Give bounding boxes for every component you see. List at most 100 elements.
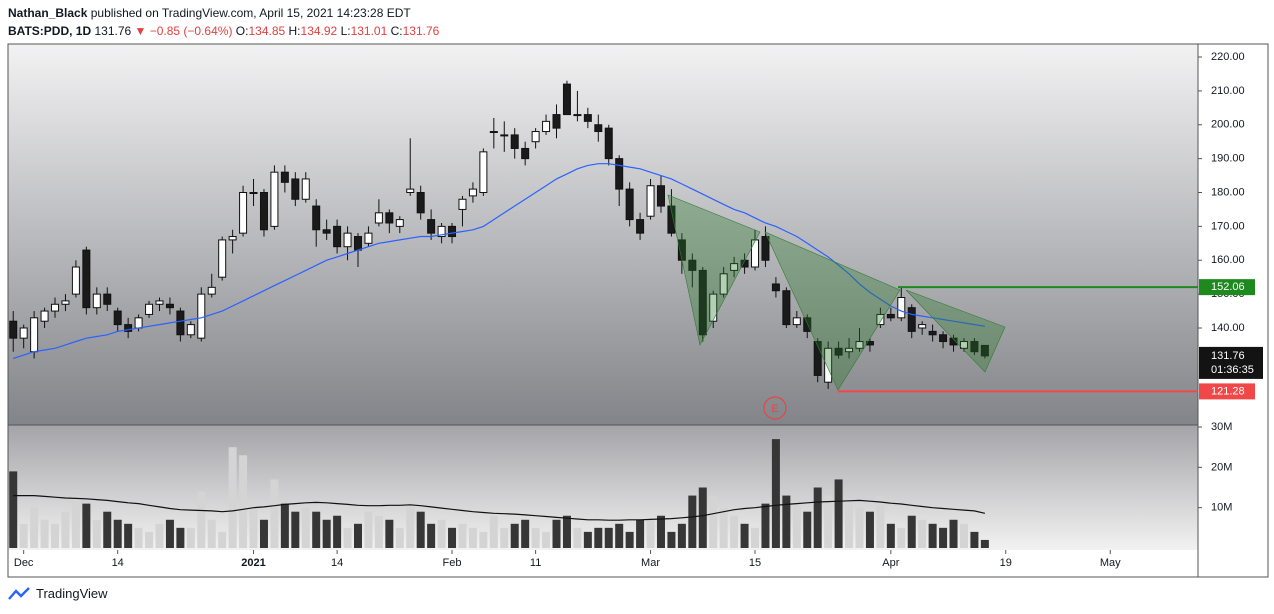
candle-body: [751, 239, 760, 268]
volume-bar: [552, 519, 561, 548]
volume-bar: [792, 503, 801, 548]
brand: TradingView: [36, 586, 108, 601]
candle-body: [886, 313, 895, 319]
pattern-fill: [667, 194, 761, 346]
candle-body: [416, 191, 425, 214]
volume-bar: [615, 523, 624, 548]
volume-bar: [40, 519, 49, 548]
volume-bar: [333, 515, 342, 548]
x-tick-label: 11: [530, 557, 541, 569]
volume-bar: [155, 523, 164, 548]
volume-bar: [918, 519, 927, 548]
pattern-drawing: [667, 194, 1006, 391]
volume-bar: [562, 515, 571, 548]
candle-body: [165, 303, 174, 309]
candle-body: [239, 191, 248, 234]
candle-body: [500, 134, 509, 137]
candle-body: [583, 114, 592, 122]
volume-bar: [51, 523, 60, 548]
volume-bar: [594, 527, 603, 548]
volume-bar: [301, 507, 310, 548]
volume-bar: [468, 527, 477, 548]
event-label: E: [771, 403, 778, 415]
candle-body: [468, 188, 477, 197]
last-price-badge: [1199, 346, 1263, 379]
volume-bar: [604, 527, 613, 548]
candle-body: [113, 310, 122, 326]
candle-body: [218, 239, 227, 278]
ma-line: [13, 163, 985, 360]
ohlc: 131.01: [350, 24, 388, 38]
candle-body: [855, 341, 864, 349]
x-tick-label: May: [1100, 557, 1121, 569]
volume-bar: [228, 447, 237, 548]
candle-body: [667, 205, 676, 234]
x-tick-label: Feb: [443, 557, 462, 569]
event-marker[interactable]: [763, 396, 787, 420]
candle-body: [845, 347, 854, 353]
candle-body: [698, 269, 707, 336]
candle-body: [448, 225, 457, 238]
volume-bar: [343, 527, 352, 548]
volume-bar: [709, 495, 718, 548]
volume-bar: [959, 523, 968, 548]
volume-bar: [719, 507, 728, 548]
volume-bar: [646, 519, 655, 548]
candle-body: [343, 232, 352, 248]
pattern-fill: [764, 231, 901, 391]
candle-body: [385, 212, 394, 224]
candle-body: [761, 236, 770, 261]
volume-bar: [280, 503, 289, 548]
candle-body: [458, 198, 467, 210]
candle-body: [155, 300, 164, 305]
volume-bar: [218, 531, 227, 548]
candle-body: [374, 212, 383, 224]
candle-body: [573, 114, 582, 117]
candle-body: [270, 171, 279, 227]
candle-body: [395, 219, 404, 227]
last: 131.76: [94, 24, 132, 38]
volume-bar: [876, 495, 885, 548]
level-badge: [1199, 279, 1255, 296]
volume-bar: [531, 527, 540, 548]
volume-bar: [374, 515, 383, 548]
candle-body: [594, 124, 603, 133]
volume-bar: [165, 519, 174, 548]
volume-bar: [803, 511, 812, 548]
candle-body: [521, 147, 530, 160]
volume-bar: [740, 523, 749, 548]
candle-body: [228, 236, 237, 241]
volume-bar: [625, 531, 634, 548]
candle-body: [406, 188, 415, 193]
candle-body: [625, 188, 634, 221]
last-price-label: 131.76: [1211, 350, 1245, 362]
candle-body: [615, 158, 624, 190]
candle-body: [803, 317, 812, 332]
candle-body: [959, 341, 968, 349]
candle-body: [792, 317, 801, 326]
volume-bar: [928, 523, 937, 548]
y-tick-label: 220.00: [1211, 51, 1245, 63]
volume-bar: [751, 527, 760, 548]
candle-body: [740, 259, 749, 268]
volume-bar: [939, 527, 948, 548]
candle-body: [928, 330, 937, 336]
candle-body: [970, 341, 979, 353]
y-tick-label: 20M: [1211, 461, 1232, 473]
candle-body: [124, 324, 133, 332]
candle-body: [427, 219, 436, 234]
candle-body: [688, 259, 697, 271]
volume-bar: [845, 503, 854, 548]
x-tick-label: Dec: [14, 557, 34, 569]
ohlc-label: C:: [390, 24, 403, 38]
volume-bar: [92, 519, 101, 548]
y-tick-label: 10M: [1211, 502, 1232, 514]
volume-bar: [500, 527, 509, 548]
candle-body: [333, 225, 342, 248]
candle-body: [176, 310, 185, 336]
candle-body: [865, 341, 874, 346]
volume-bar: [834, 479, 843, 548]
candle-body: [30, 317, 39, 353]
candle-body: [489, 131, 498, 134]
